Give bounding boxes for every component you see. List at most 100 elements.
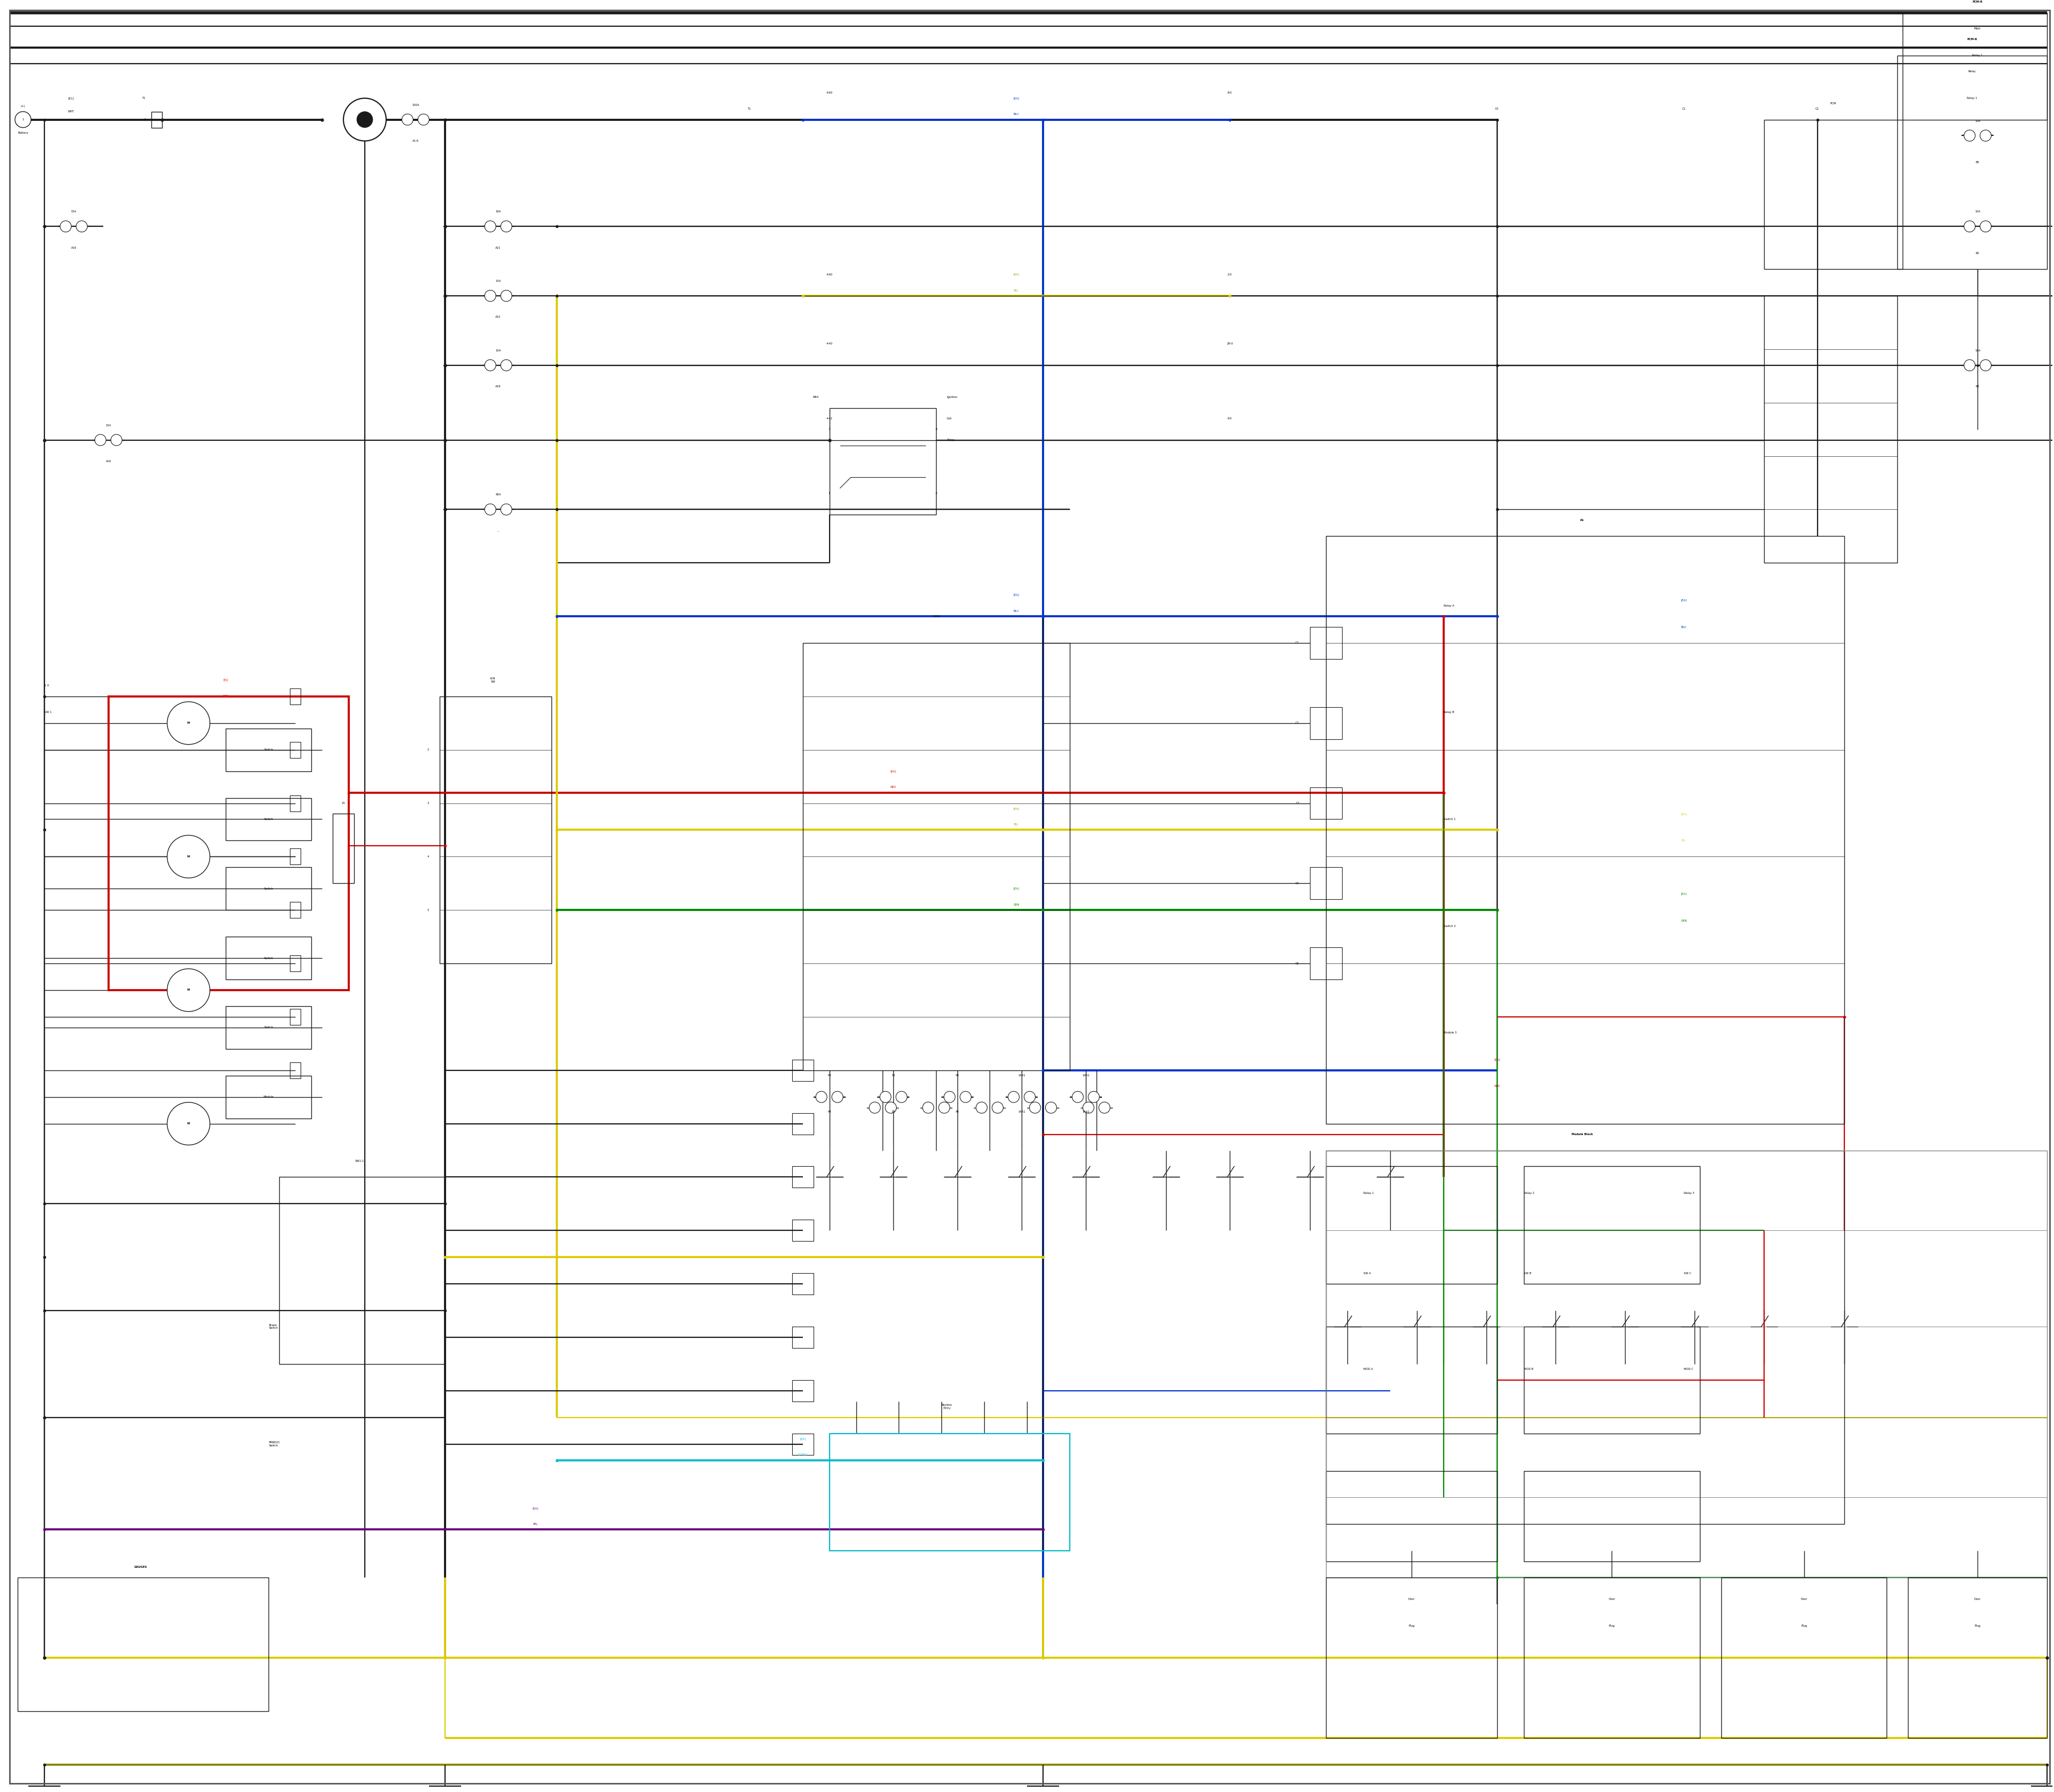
Text: 9-0: 9-0	[1228, 418, 1232, 419]
Bar	[1764, 296, 1898, 563]
Circle shape	[1980, 131, 1990, 142]
Text: Relay A: Relay A	[1444, 604, 1454, 607]
Text: LT BLU: LT BLU	[799, 1453, 807, 1457]
Circle shape	[417, 115, 429, 125]
Text: (+): (+)	[21, 106, 25, 108]
Text: C0: C0	[1495, 108, 1499, 111]
Circle shape	[945, 1091, 955, 1102]
Text: P6: P6	[955, 1111, 959, 1113]
Text: M: M	[187, 1122, 189, 1125]
Text: A29: A29	[495, 385, 501, 387]
Text: B2: B2	[1976, 251, 1980, 254]
Text: Switch 1: Switch 1	[1444, 817, 1456, 821]
Text: C200: C200	[933, 615, 941, 618]
Text: MOD A: MOD A	[1364, 1367, 1372, 1371]
Circle shape	[501, 220, 511, 231]
Bar	[793, 1220, 813, 1242]
Text: YEL: YEL	[1015, 289, 1019, 292]
Text: GRN: GRN	[1680, 919, 1686, 923]
Bar	[1327, 1150, 2048, 1577]
Bar	[290, 742, 300, 758]
Text: 10A: 10A	[1974, 120, 1980, 122]
Text: BLU: BLU	[1013, 609, 1019, 613]
Bar	[1721, 1577, 1888, 1738]
Text: ...: ...	[497, 529, 499, 532]
Text: C2: C2	[1296, 722, 1300, 724]
Bar	[793, 1326, 813, 1348]
Text: 10A: 10A	[1974, 210, 1980, 213]
Bar	[152, 111, 162, 127]
Circle shape	[976, 1102, 988, 1113]
Bar	[1327, 1577, 1497, 1738]
Circle shape	[992, 1102, 1002, 1113]
Circle shape	[1025, 1091, 1035, 1102]
Text: Plug: Plug	[1801, 1624, 1808, 1627]
Text: 15A: 15A	[105, 425, 111, 426]
Text: M: M	[187, 989, 189, 991]
Circle shape	[1980, 220, 1990, 231]
Text: IGN
SW: IGN SW	[491, 677, 495, 683]
Text: A1-6: A1-6	[413, 140, 419, 142]
Text: Relay 2: Relay 2	[1524, 1192, 1534, 1195]
Circle shape	[166, 969, 210, 1011]
Bar	[290, 901, 300, 918]
Text: BLU: BLU	[1680, 625, 1686, 629]
Text: C2: C2	[1816, 108, 1820, 111]
Circle shape	[922, 1102, 935, 1113]
Circle shape	[896, 1091, 908, 1102]
Text: SW C: SW C	[1684, 1272, 1690, 1274]
Bar	[830, 409, 937, 514]
Text: Relay 1: Relay 1	[1972, 54, 1982, 57]
Text: 14A1: 14A1	[1019, 1111, 1025, 1113]
Text: Module: Module	[263, 1095, 273, 1098]
Bar	[290, 1009, 300, 1025]
Bar	[440, 697, 553, 964]
Text: 15A: 15A	[495, 280, 501, 283]
Text: 60A: 60A	[495, 493, 501, 496]
Text: C1: C1	[1682, 108, 1686, 111]
Circle shape	[1980, 360, 1990, 371]
Text: SW B: SW B	[1524, 1272, 1530, 1274]
Circle shape	[485, 290, 495, 301]
Circle shape	[501, 360, 511, 371]
Bar	[1898, 56, 2048, 269]
Text: [EA]: [EA]	[1013, 806, 1019, 810]
Text: [EA]: [EA]	[532, 1507, 538, 1509]
Text: 4-90: 4-90	[826, 272, 832, 276]
Text: Keyless
Entry: Keyless Entry	[941, 1403, 953, 1410]
Text: MOD C: MOD C	[1684, 1367, 1692, 1371]
Text: Ignition: Ignition	[947, 396, 957, 398]
Bar	[1310, 948, 1341, 980]
Circle shape	[166, 835, 210, 878]
Circle shape	[357, 111, 372, 127]
Circle shape	[111, 434, 121, 446]
Bar	[793, 1380, 813, 1401]
Text: [E1]: [E1]	[68, 97, 74, 100]
Text: 100A: 100A	[413, 104, 419, 106]
Text: Relay 1: Relay 1	[1968, 97, 1978, 100]
Bar	[1310, 627, 1341, 659]
Circle shape	[343, 99, 386, 142]
Text: C5: C5	[1296, 962, 1300, 964]
Text: 8-0: 8-0	[1228, 91, 1232, 95]
Bar	[1327, 1167, 1497, 1283]
Text: Module 3: Module 3	[1444, 1032, 1456, 1034]
Text: C4: C4	[1296, 882, 1300, 885]
Text: RED: RED	[224, 695, 228, 697]
Text: Plug: Plug	[1608, 1624, 1614, 1627]
Bar	[1524, 1326, 1701, 1434]
Text: 4-42: 4-42	[826, 418, 832, 419]
Text: T1: T1	[142, 97, 146, 100]
Circle shape	[485, 360, 495, 371]
Bar	[1327, 1150, 1844, 1525]
Text: Door: Door	[1608, 1598, 1614, 1600]
Text: Switch: Switch	[265, 957, 273, 959]
Text: YEL: YEL	[1015, 823, 1019, 826]
Text: A21: A21	[495, 247, 501, 249]
Text: Switch: Switch	[265, 749, 273, 751]
Circle shape	[14, 111, 31, 127]
Circle shape	[1009, 1091, 1019, 1102]
Text: PCM-R: PCM-R	[1968, 38, 1978, 41]
Circle shape	[1029, 1102, 1041, 1113]
Bar	[1764, 120, 1902, 269]
